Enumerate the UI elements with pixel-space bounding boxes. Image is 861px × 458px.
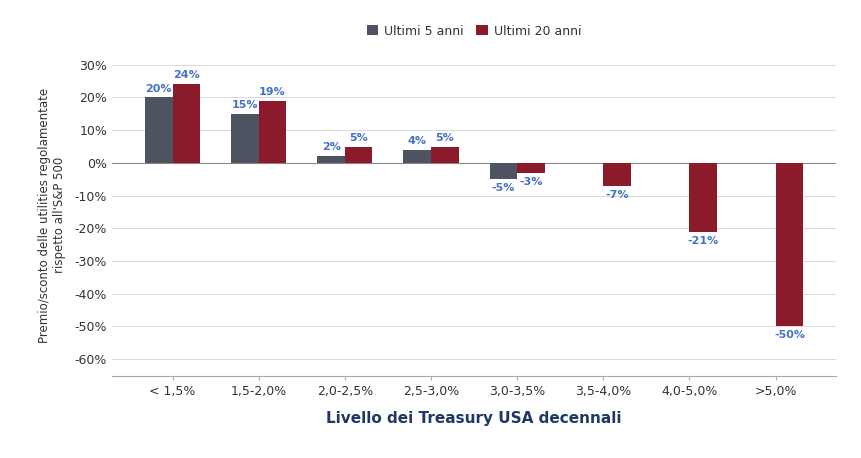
Bar — [775, 163, 802, 327]
Bar — [344, 147, 372, 163]
Y-axis label: Premio/sconto delle utilities regolamentate
rispetto all'S&P 500: Premio/sconto delle utilities regolament… — [39, 87, 66, 343]
Text: -50%: -50% — [773, 330, 804, 340]
Bar — [231, 114, 258, 163]
Text: -21%: -21% — [687, 235, 718, 245]
Bar — [517, 163, 544, 173]
Text: -7%: -7% — [604, 190, 629, 200]
Text: 5%: 5% — [435, 133, 454, 142]
Legend: Ultimi 5 anni, Ultimi 20 anni: Ultimi 5 anni, Ultimi 20 anni — [362, 20, 585, 43]
Bar — [145, 98, 172, 163]
Bar — [403, 150, 430, 163]
Text: 4%: 4% — [407, 136, 426, 146]
Text: -5%: -5% — [491, 183, 515, 193]
Text: 2%: 2% — [321, 142, 340, 153]
Text: 5%: 5% — [349, 133, 368, 142]
Text: 24%: 24% — [173, 71, 200, 81]
Bar — [603, 163, 630, 186]
Text: 20%: 20% — [146, 83, 172, 93]
Text: 19%: 19% — [259, 87, 286, 97]
Text: -3%: -3% — [518, 177, 542, 187]
Bar — [172, 84, 200, 163]
Bar — [689, 163, 716, 232]
Bar — [430, 147, 458, 163]
Text: 15%: 15% — [232, 100, 257, 110]
Bar — [489, 163, 517, 179]
Bar — [317, 156, 344, 163]
Bar — [258, 101, 286, 163]
X-axis label: Livello dei Treasury USA decennali: Livello dei Treasury USA decennali — [326, 411, 621, 426]
